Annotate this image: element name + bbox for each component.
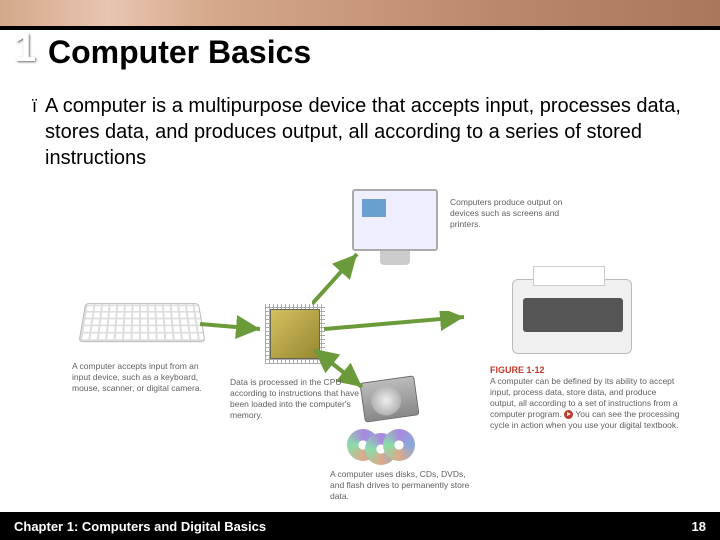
caption-monitor: Computers produce output on devices such… [450, 197, 570, 230]
figure-label: FIGURE 1-12 [490, 365, 545, 375]
arrow-cpu-to-printer [324, 311, 474, 336]
caption-cpu: Data is processed in the CPU according t… [230, 377, 360, 421]
printer-device [512, 279, 632, 354]
keyboard-device [78, 303, 205, 342]
bullet-text: A computer is a multipurpose device that… [45, 93, 688, 171]
figure-caption: FIGURE 1-12 A computer can be defined by… [490, 365, 680, 431]
cpu-chip [270, 309, 320, 359]
bullet-glyph: ï [32, 93, 37, 119]
body-content: ï A computer is a multipurpose device th… [0, 71, 720, 479]
discs-group [347, 429, 417, 459]
footer-chapter: Chapter 1: Computers and Digital Basics [14, 519, 266, 534]
caption-discs: A computer uses disks, CDs, DVDs, and fl… [330, 469, 470, 502]
slide-title: Computer Basics [48, 34, 311, 71]
chapter-number: 1 [6, 26, 44, 74]
bullet-row: ï A computer is a multipurpose device th… [32, 93, 688, 171]
title-row: 1 Computer Basics [0, 4, 720, 71]
caption-keyboard: A computer accepts input from an input d… [72, 361, 207, 394]
play-icon [564, 410, 573, 419]
diagram-area: Computers produce output on devices such… [32, 189, 688, 479]
footer-bar: Chapter 1: Computers and Digital Basics … [0, 512, 720, 540]
footer-page-number: 18 [692, 519, 706, 534]
arrow-cpu-to-monitor [312, 249, 372, 309]
arrow-keyboard-to-cpu [200, 309, 270, 339]
